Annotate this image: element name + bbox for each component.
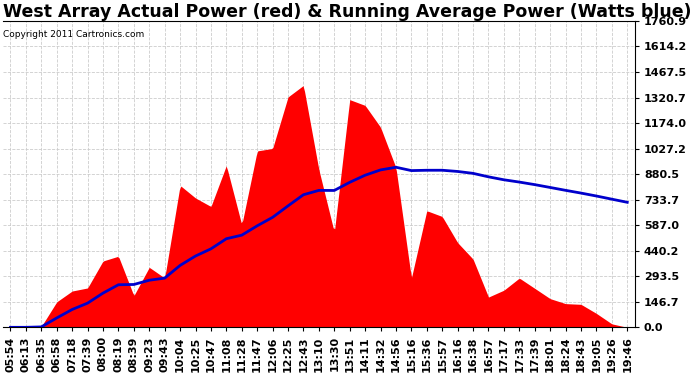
Text: West Array Actual Power (red) & Running Average Power (Watts blue)  Tue Jun 28 1: West Array Actual Power (red) & Running … [3, 3, 690, 21]
Text: Copyright 2011 Cartronics.com: Copyright 2011 Cartronics.com [3, 30, 145, 39]
